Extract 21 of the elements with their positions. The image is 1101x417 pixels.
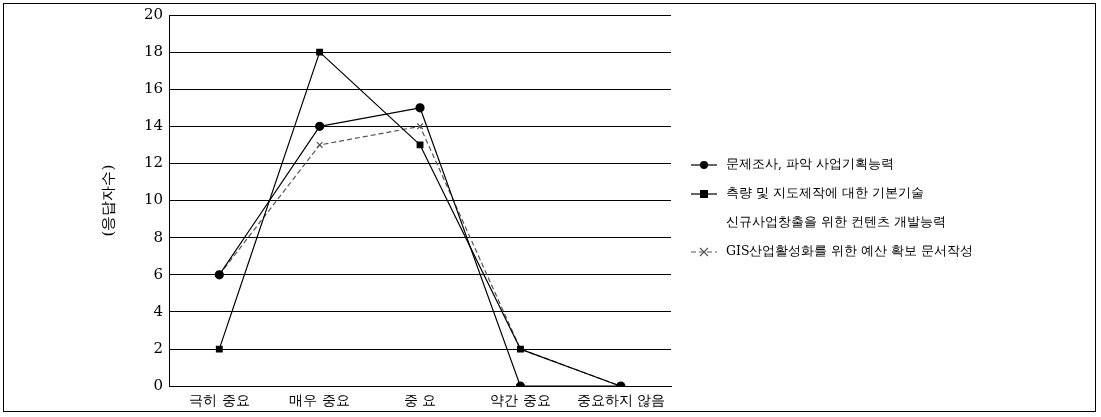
y-tick-label: 0 bbox=[153, 376, 164, 395]
y-tick-label: 14 bbox=[143, 116, 164, 135]
y-tick-label: 20 bbox=[143, 4, 164, 23]
y-tick-label: 18 bbox=[143, 42, 164, 61]
x-tick-label: 중요하지 않음 bbox=[576, 392, 666, 409]
legend-label: 측량 및 지도제작에 대한 기본기술 bbox=[726, 185, 924, 202]
y-tick-label: 2 bbox=[153, 338, 164, 357]
y-tick-label: 12 bbox=[143, 153, 164, 172]
y-tick-label: 4 bbox=[153, 301, 164, 320]
x-tick-label: 중 요 bbox=[403, 392, 437, 409]
legend-label: GIS산업활성화를 위한 예산 확보 문서작성 bbox=[726, 243, 974, 260]
y-tick-label: 6 bbox=[153, 264, 164, 283]
y-axis-title: (응답자수) bbox=[98, 164, 117, 237]
x-tick-label: 매우 중요 bbox=[289, 392, 350, 409]
y-tick-label: 16 bbox=[143, 79, 164, 98]
y-tick-label: 8 bbox=[153, 227, 164, 246]
x-tick-label: 약간 중요 bbox=[490, 392, 551, 409]
legend-label: 문제조사, 파악 사업기획능력 bbox=[726, 156, 894, 173]
text: 신규사업창출을 위한 컨텐츠 개발능력 bbox=[726, 214, 946, 231]
x-tick-label: 극히 중요 bbox=[189, 392, 250, 409]
y-tick-label: 10 bbox=[143, 190, 164, 209]
